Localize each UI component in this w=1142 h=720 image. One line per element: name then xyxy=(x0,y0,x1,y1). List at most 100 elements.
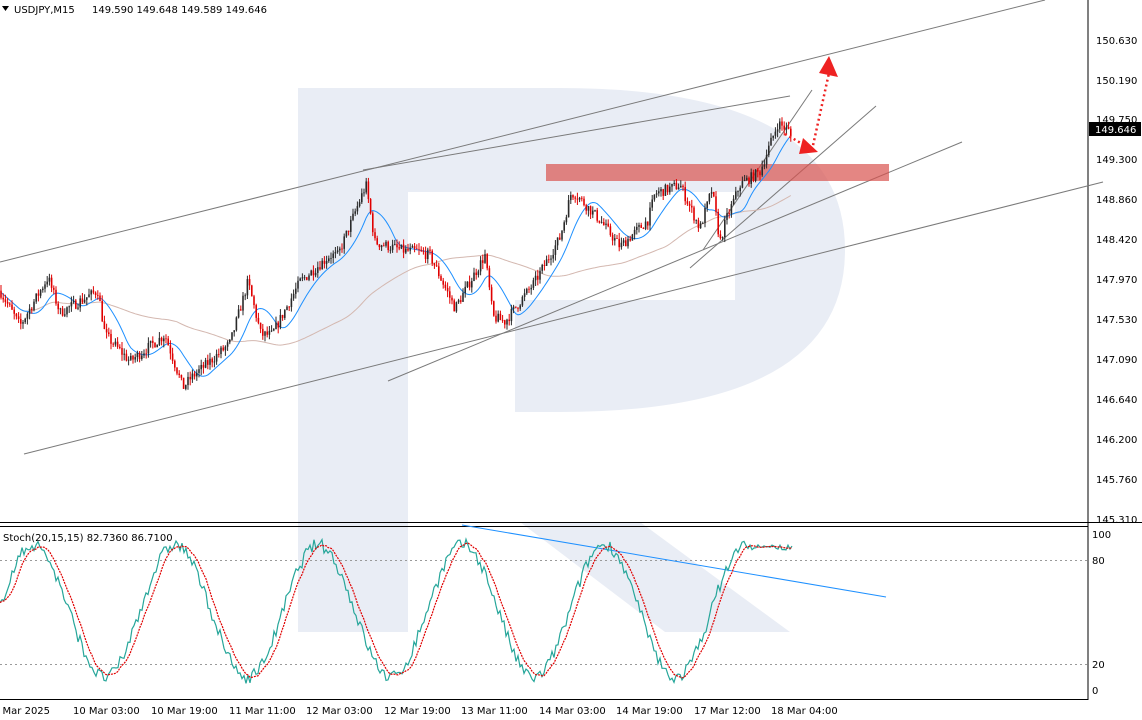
candle-body xyxy=(248,279,251,286)
candle-body xyxy=(405,248,407,253)
candle-body xyxy=(776,129,779,132)
candle-body xyxy=(526,288,528,294)
candle-body xyxy=(17,316,20,319)
stochastic-axis: 100 80 20 0 xyxy=(1092,530,1111,697)
candle-body xyxy=(312,270,315,276)
candle-body xyxy=(22,322,24,324)
candle-body xyxy=(66,307,68,315)
time-tick: 10 Mar 19:00 xyxy=(151,706,218,717)
candle-body xyxy=(772,135,774,138)
candle-body xyxy=(407,248,409,251)
price-tick: 145.310 xyxy=(1096,515,1137,526)
candle-body xyxy=(424,251,427,260)
candle-body xyxy=(640,225,642,228)
candle-body xyxy=(600,222,603,223)
price-tick: 148.420 xyxy=(1096,235,1137,246)
candle-body xyxy=(376,238,378,245)
upper-channel-line xyxy=(0,0,1046,263)
candle-body xyxy=(132,355,134,360)
candle-body xyxy=(121,348,123,355)
candle-body xyxy=(262,328,264,336)
support-line-a xyxy=(387,141,963,382)
candle-body xyxy=(462,292,464,302)
candle-body xyxy=(81,298,84,303)
candle-body xyxy=(730,204,733,214)
current-price-label: 149.646 xyxy=(1095,125,1136,136)
candle-body xyxy=(449,291,451,298)
candle-body xyxy=(233,330,235,333)
candle-body xyxy=(609,226,612,236)
candle-body xyxy=(59,308,62,310)
candle-body xyxy=(651,199,653,208)
candle-body xyxy=(174,360,176,368)
candle-body xyxy=(187,376,189,386)
candle-body xyxy=(561,230,563,240)
candle-body xyxy=(220,347,222,355)
candle-body xyxy=(691,205,693,208)
candle-body xyxy=(44,284,46,289)
candle-body xyxy=(31,308,33,311)
candle-body xyxy=(321,260,323,270)
candle-body xyxy=(596,210,598,221)
candle-body xyxy=(431,250,433,264)
candle-body xyxy=(0,290,2,298)
candle-body xyxy=(684,187,686,202)
price-tick: 149.750 xyxy=(1096,115,1137,126)
candle-body xyxy=(625,240,627,247)
candle-body xyxy=(464,286,466,293)
candle-body xyxy=(292,293,295,299)
candle-body xyxy=(385,241,387,246)
candle-body xyxy=(741,181,744,188)
candle-body xyxy=(328,258,330,262)
candle-body xyxy=(770,137,772,146)
candle-body xyxy=(693,207,695,221)
candle-body xyxy=(325,261,328,264)
stochastic-trendline[interactable] xyxy=(461,524,887,598)
stoch-tick: 100 xyxy=(1092,530,1111,541)
candle-body xyxy=(50,277,53,288)
candle-body xyxy=(345,230,348,237)
time-tick: 12 Mar 19:00 xyxy=(384,706,451,717)
candle-body xyxy=(418,249,420,250)
candle-body xyxy=(438,266,440,277)
candle-body xyxy=(182,377,185,389)
candle-body xyxy=(136,352,139,358)
candle-body xyxy=(75,300,77,309)
candle-body xyxy=(576,198,579,200)
candle-body xyxy=(15,313,18,317)
candle-body xyxy=(530,287,532,290)
candle-body xyxy=(323,260,326,264)
candle-body xyxy=(46,281,48,285)
candle-body xyxy=(618,238,620,248)
candle-body xyxy=(528,288,530,290)
candle-body xyxy=(26,313,29,319)
candle-body xyxy=(570,195,572,201)
candle-body xyxy=(224,346,227,351)
candle-body xyxy=(83,299,86,303)
candle-body xyxy=(372,213,374,233)
candle-body xyxy=(308,275,310,280)
ohlc-values: 149.590 149.648 149.589 149.646 xyxy=(92,5,267,16)
candle-body xyxy=(86,297,88,300)
candle-body xyxy=(501,320,504,321)
candle-body xyxy=(413,246,416,249)
candle-body xyxy=(145,353,147,355)
candle-body xyxy=(757,169,759,172)
candle-body xyxy=(68,306,70,308)
candle-body xyxy=(686,201,689,204)
collapse-triangle-icon xyxy=(2,6,9,11)
candle-body xyxy=(763,164,766,167)
candle-body xyxy=(490,287,493,302)
candle-body xyxy=(442,280,444,285)
candle-body xyxy=(605,223,607,225)
candle-body xyxy=(671,183,673,187)
candle-body xyxy=(636,226,638,230)
resistance-zone[interactable] xyxy=(546,164,889,181)
candle-body xyxy=(532,280,535,288)
time-tick: 10 Mar 03:00 xyxy=(73,706,140,717)
candle-body xyxy=(537,275,539,280)
candle-body xyxy=(444,284,447,288)
candle-body xyxy=(42,288,44,291)
candle-body xyxy=(721,236,724,239)
